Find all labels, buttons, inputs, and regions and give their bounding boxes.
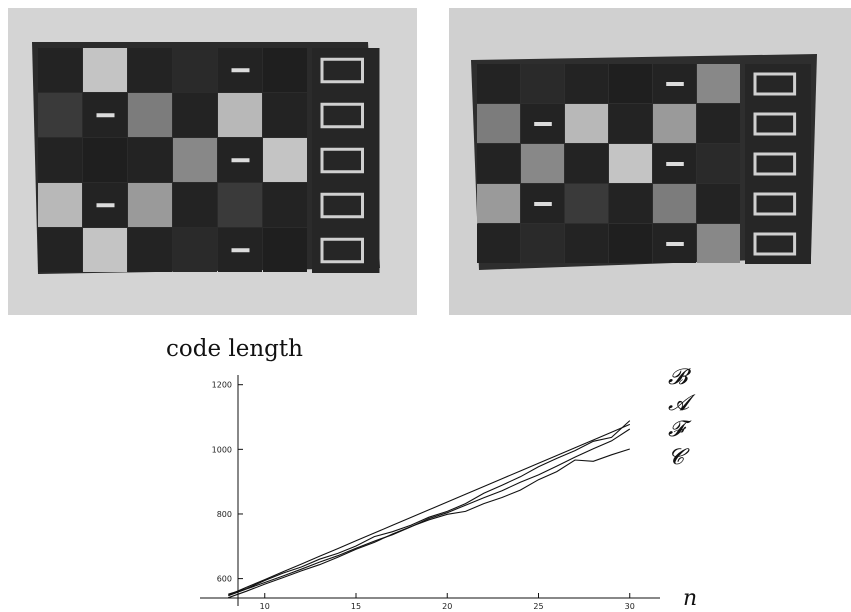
series-line-4 bbox=[228, 448, 630, 599]
x-tick-label: 10 bbox=[260, 602, 270, 611]
x-tick-label: 25 bbox=[533, 602, 543, 611]
y-axis-label: code length bbox=[166, 336, 303, 362]
series-line-2 bbox=[228, 420, 631, 595]
y-tick-label: 1200 bbox=[212, 381, 232, 390]
series-label-1: 𝓑 bbox=[668, 365, 692, 390]
x-axis-label: n bbox=[683, 586, 698, 611]
series-label-2: 𝓐 bbox=[668, 391, 696, 416]
checkerboard-photo-right bbox=[449, 8, 851, 315]
x-tick-label: 15 bbox=[351, 602, 361, 611]
checkerboard-photo-left bbox=[8, 8, 417, 315]
y-tick-label: 800 bbox=[217, 510, 232, 519]
code-length-chart: 600 800 1000 1200 10 15 20 25 30 𝓑 𝓐 𝓕 𝓒 code length… bbox=[160, 330, 720, 612]
y-tick-label: 600 bbox=[217, 575, 232, 584]
x-tick-label: 20 bbox=[442, 602, 452, 611]
series-line-1 bbox=[228, 423, 631, 596]
series-label-3: 𝓕 bbox=[668, 417, 692, 442]
x-tick-label: 30 bbox=[625, 602, 635, 611]
y-tick-label: 1000 bbox=[212, 445, 232, 454]
series-label-4: 𝓒 bbox=[668, 445, 690, 470]
series-line-3 bbox=[228, 428, 631, 597]
